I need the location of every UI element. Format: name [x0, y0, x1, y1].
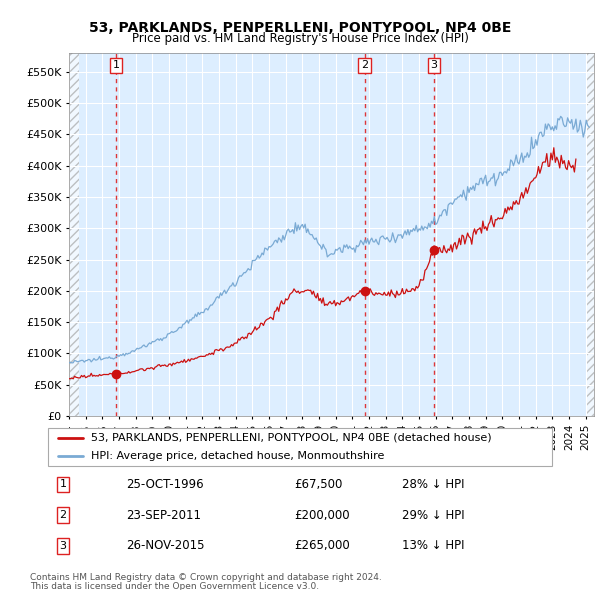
Text: 3: 3: [431, 60, 437, 70]
Text: 25-OCT-1996: 25-OCT-1996: [126, 478, 203, 491]
Text: 1: 1: [59, 480, 67, 489]
Text: 26-NOV-2015: 26-NOV-2015: [126, 539, 205, 552]
Text: Price paid vs. HM Land Registry's House Price Index (HPI): Price paid vs. HM Land Registry's House …: [131, 32, 469, 45]
Text: 3: 3: [59, 541, 67, 550]
Text: Contains HM Land Registry data © Crown copyright and database right 2024.: Contains HM Land Registry data © Crown c…: [30, 573, 382, 582]
Text: This data is licensed under the Open Government Licence v3.0.: This data is licensed under the Open Gov…: [30, 582, 319, 590]
Text: HPI: Average price, detached house, Monmouthshire: HPI: Average price, detached house, Monm…: [91, 451, 384, 461]
Text: £67,500: £67,500: [294, 478, 343, 491]
Text: 23-SEP-2011: 23-SEP-2011: [126, 509, 201, 522]
Text: 2: 2: [59, 510, 67, 520]
Text: 29% ↓ HPI: 29% ↓ HPI: [402, 509, 464, 522]
Text: 13% ↓ HPI: 13% ↓ HPI: [402, 539, 464, 552]
Text: 53, PARKLANDS, PENPERLLENI, PONTYPOOL, NP4 0BE (detached house): 53, PARKLANDS, PENPERLLENI, PONTYPOOL, N…: [91, 432, 491, 442]
Text: 1: 1: [113, 60, 119, 70]
FancyBboxPatch shape: [48, 428, 552, 466]
Text: 53, PARKLANDS, PENPERLLENI, PONTYPOOL, NP4 0BE: 53, PARKLANDS, PENPERLLENI, PONTYPOOL, N…: [89, 21, 511, 35]
Bar: [586, 53, 598, 416]
Text: £265,000: £265,000: [294, 539, 350, 552]
Text: 28% ↓ HPI: 28% ↓ HPI: [402, 478, 464, 491]
Text: 2: 2: [361, 60, 368, 70]
Bar: [67, 53, 79, 416]
Text: £200,000: £200,000: [294, 509, 350, 522]
